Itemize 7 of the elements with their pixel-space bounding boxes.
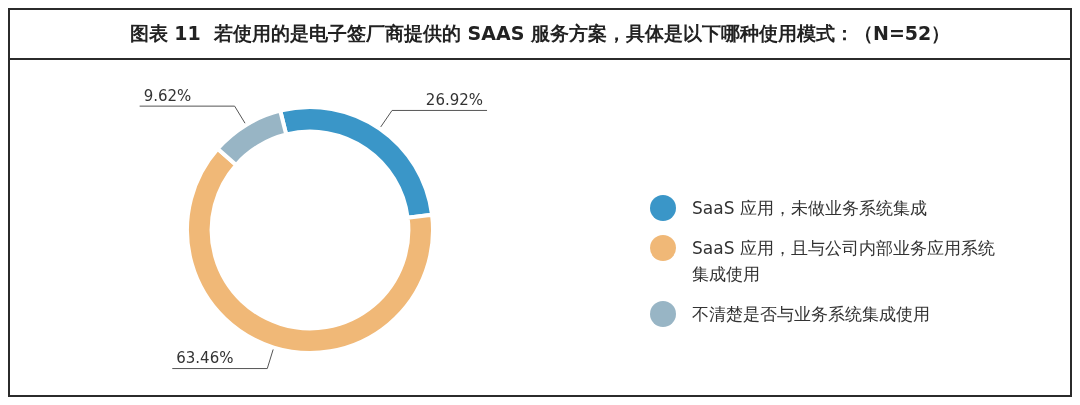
legend-label: SaaS 应用，且与公司内部业务应用系统集成使用	[692, 237, 996, 286]
legend-label: SaaS 应用，未做业务系统集成	[692, 197, 928, 220]
legend-label: 不清楚是否与业务系统集成使用	[692, 303, 931, 326]
data-label: 9.62%	[143, 86, 192, 105]
chart-title: 图表 11 若使用的是电子签厂商提供的 SAAS 服务方案，具体是以下哪种使用模式：（N=52）	[10, 10, 1070, 60]
data-label: 63.46%	[176, 348, 234, 367]
data-label: 26.92%	[425, 90, 484, 109]
